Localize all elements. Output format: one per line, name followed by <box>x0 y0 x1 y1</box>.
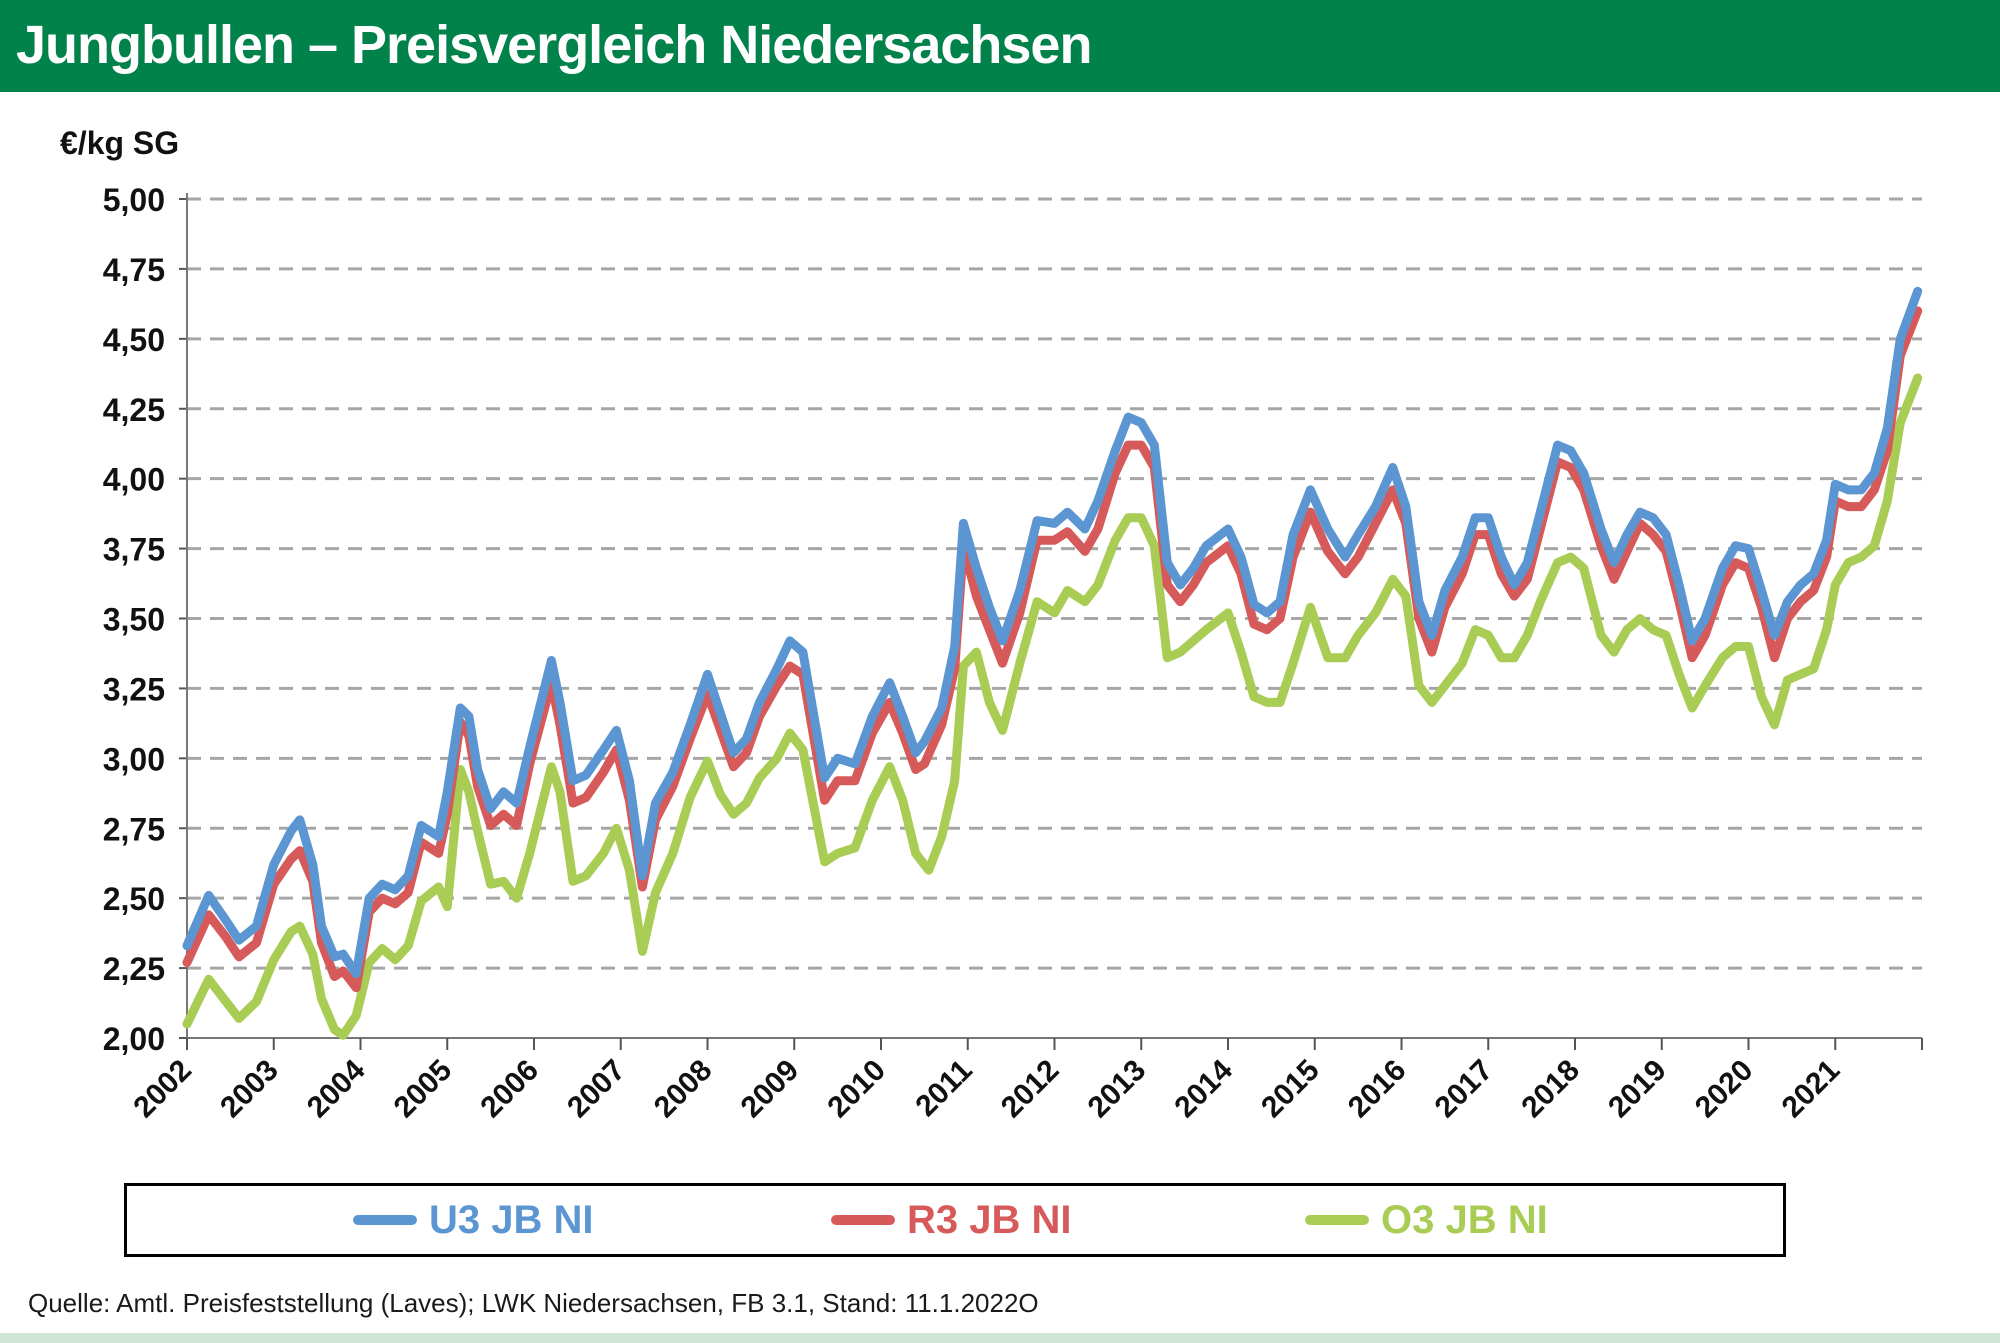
legend-swatch-o3 <box>1305 1215 1369 1225</box>
x-tick-label: 2016 <box>1342 1054 1413 1125</box>
x-tick-label: 2012 <box>995 1054 1066 1125</box>
x-tick-label: 2010 <box>821 1054 892 1125</box>
x-tick-label: 2005 <box>388 1054 459 1125</box>
x-tick-label: 2002 <box>127 1054 198 1125</box>
x-tick-label: 2008 <box>648 1054 719 1125</box>
series-line-u3 <box>182 286 1923 979</box>
y-tick-label: 2,75 <box>103 811 165 847</box>
x-tick-label: 2004 <box>301 1053 372 1124</box>
y-tick-label: 4,25 <box>103 392 165 428</box>
x-tick-label: 2015 <box>1255 1054 1326 1125</box>
legend-label-r3: R3 JB NI <box>907 1198 1072 1242</box>
legend-item-u3: U3 JB NI <box>353 1186 594 1254</box>
line-chart: €/kg SG 2,00 2,25 2,50 2,75 3,00 3,25 3,50 3,75 4… <box>60 125 1923 1125</box>
x-tick-label: 2003 <box>214 1054 285 1125</box>
y-axis-label: €/kg SG <box>60 125 179 161</box>
x-tick-label: 2021 <box>1776 1054 1847 1125</box>
legend-swatch-u3 <box>353 1215 417 1225</box>
title-bar: Jungbullen – Preisvergleich Niedersachse… <box>0 0 2000 92</box>
x-tick-label: 2020 <box>1689 1054 1760 1125</box>
source-note: Quelle: Amtl. Preisfeststellung (Laves);… <box>28 1288 1039 1318</box>
legend-item-o3: O3 JB NI <box>1305 1186 1548 1254</box>
y-tick-label: 3,50 <box>103 602 165 638</box>
y-tick-label: 2,50 <box>103 881 165 917</box>
x-tick-label: 2019 <box>1602 1054 1673 1125</box>
x-tick-label: 2017 <box>1429 1054 1500 1125</box>
y-tick-label: 3,75 <box>103 532 165 568</box>
legend-item-r3: R3 JB NI <box>831 1186 1072 1254</box>
y-tick-label: 4,50 <box>103 322 165 358</box>
x-tick-label: 2013 <box>1082 1054 1153 1125</box>
legend-swatch-r3 <box>831 1215 895 1225</box>
legend: U3 JB NI R3 JB NI O3 JB NI <box>124 1183 1786 1257</box>
x-tick-label: 2006 <box>474 1054 545 1125</box>
x-tick-label: 2009 <box>735 1054 806 1125</box>
y-tick-label: 5,00 <box>103 182 165 218</box>
x-tick-label: 2018 <box>1515 1054 1586 1125</box>
series-line-r3 <box>182 306 1923 993</box>
y-tick-label: 4,75 <box>103 252 165 288</box>
series-line-o3 <box>182 373 1923 1040</box>
y-tick-label: 2,00 <box>103 1021 165 1057</box>
x-tick-label: 2014 <box>1168 1053 1239 1124</box>
x-tick-label: 2011 <box>909 1054 978 1123</box>
y-tick-label: 4,00 <box>103 462 165 498</box>
bottom-strip <box>0 1333 2000 1343</box>
y-tick-label: 3,25 <box>103 671 165 707</box>
chart-title: Jungbullen – Preisvergleich Niedersachse… <box>16 15 1092 75</box>
x-tick-label: 2007 <box>561 1054 632 1125</box>
legend-label-u3: U3 JB NI <box>429 1198 594 1242</box>
y-tick-label: 3,00 <box>103 741 165 777</box>
legend-label-o3: O3 JB NI <box>1381 1198 1548 1242</box>
y-tick-label: 2,25 <box>103 951 165 987</box>
